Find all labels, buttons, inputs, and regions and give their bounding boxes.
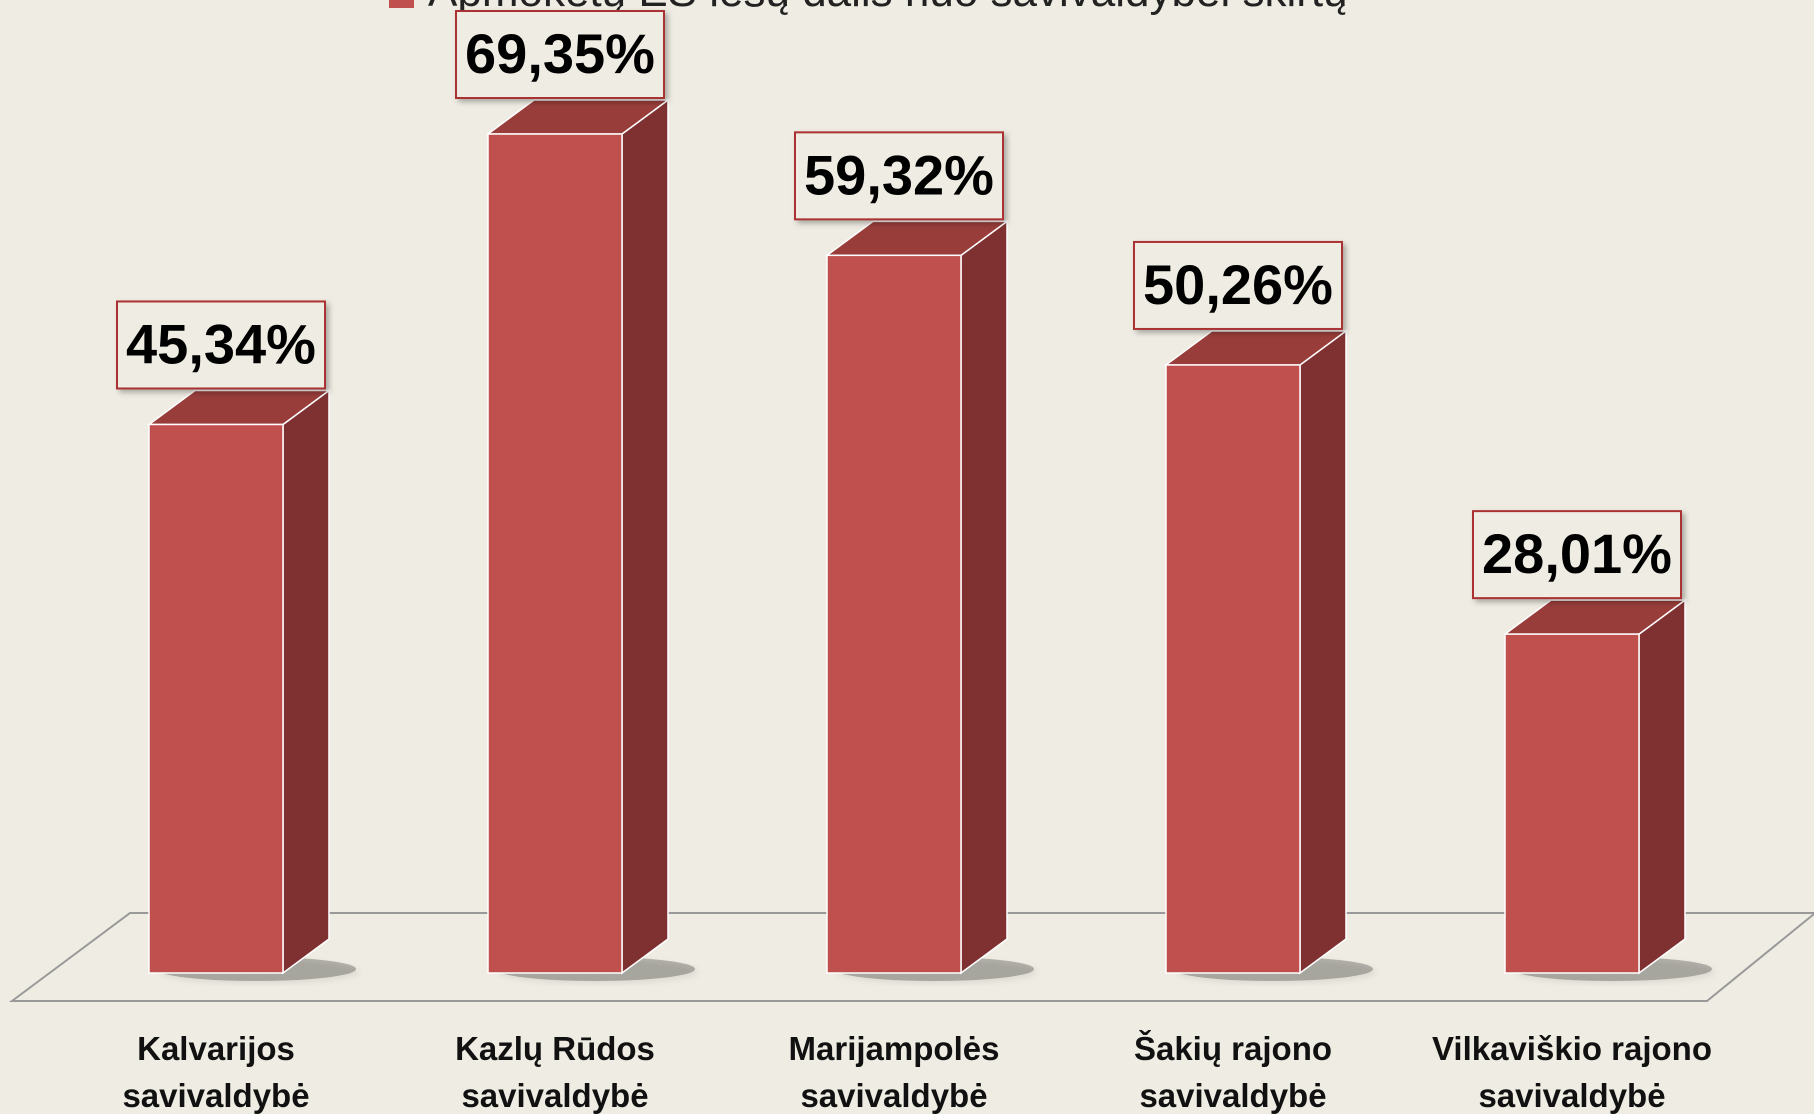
bar: [1504, 633, 1640, 974]
data-label: 28,01%: [1482, 522, 1672, 585]
x-tick-label: Šakių rajono savivaldybė: [1133, 1030, 1333, 1114]
x-tick-label: Kazlų Rūdos savivaldybė: [455, 1030, 655, 1114]
data-label: 59,32%: [804, 143, 994, 206]
bar-side: [960, 219, 1008, 975]
bar: [487, 133, 623, 974]
bar-side: [1299, 329, 1347, 975]
data-label-box: [1133, 240, 1343, 330]
data-label: 50,26%: [1143, 253, 1333, 316]
bar: [826, 254, 962, 974]
data-label-box: [794, 131, 1004, 221]
x-tick-label: Kalvarijos savivaldybė: [122, 1030, 310, 1114]
bar-side: [282, 388, 330, 975]
data-label-box: [1472, 510, 1682, 600]
data-label: 45,34%: [126, 312, 316, 375]
bar-side: [1638, 598, 1686, 975]
legend-swatch: [389, 0, 414, 8]
x-tick-label: Marijampolės savivaldybė: [788, 1030, 1000, 1114]
bar-side: [621, 98, 669, 975]
bar: [148, 423, 284, 974]
data-label-box: [455, 10, 665, 99]
x-tick-label: Vilkaviškio rajono savivaldybė: [1431, 1030, 1713, 1114]
data-label: 69,35%: [465, 22, 655, 85]
data-label-box: [116, 300, 326, 390]
bar: [1165, 364, 1301, 974]
